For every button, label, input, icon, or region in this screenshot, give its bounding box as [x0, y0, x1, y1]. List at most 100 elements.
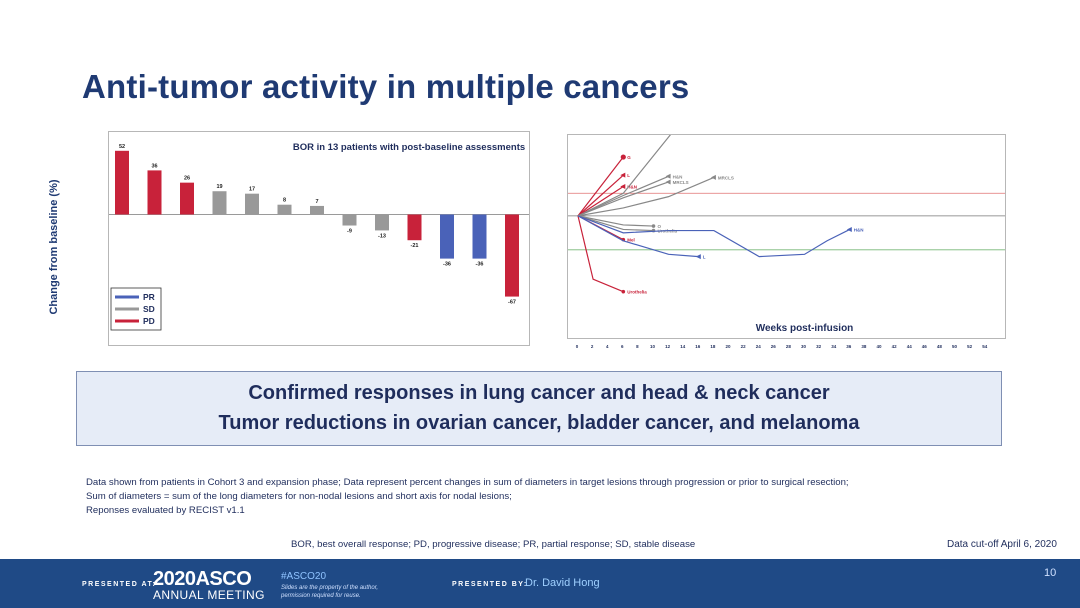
x-tick-label: 28 [786, 344, 792, 349]
series-marker [620, 172, 626, 178]
x-tick-label: 40 [876, 344, 882, 349]
waterfall-bar [277, 204, 292, 215]
x-tick-label: 12 [665, 344, 671, 349]
footnote-line-1: Data shown from patients in Cohort 3 and… [86, 477, 849, 488]
x-tick-label: 46 [922, 344, 928, 349]
legend-label: PD [143, 316, 155, 326]
series-marker [846, 226, 852, 232]
spider-x-axis-title: Weeks post-infusion [756, 323, 854, 334]
bar-data-label: -21 [411, 243, 419, 249]
waterfall-bar [245, 193, 259, 215]
bar-data-label: 36 [151, 163, 157, 169]
bar-data-label: 52 [119, 144, 125, 150]
x-tick-label: 24 [756, 344, 762, 349]
series-marker [665, 173, 671, 179]
page-number: 10 [1044, 567, 1057, 579]
legend-label: SD [143, 304, 155, 314]
x-tick-label: 0 [576, 344, 579, 349]
bar-data-label: -36 [443, 262, 451, 268]
bar-data-label: -67 [508, 300, 516, 306]
x-tick-label: 10 [650, 344, 656, 349]
waterfall-chart: 6040200-20-40-60-80-100523626191787-9-13… [95, 131, 530, 346]
waterfall-bar [375, 214, 389, 231]
rights-line-1: Slides are the property of the author, [281, 585, 379, 591]
waterfall-bar [440, 214, 454, 259]
series-line [577, 215, 654, 227]
x-tick-label: 42 [892, 344, 898, 349]
footer-bar: PRESENTED AT: 2020ASCO ANNUAL MEETING #A… [0, 559, 1080, 608]
x-tick-label: 44 [907, 344, 913, 349]
spider-plot-svg: 6040200-20-40-60-80-100GLH&NUrotheliaMel… [556, 126, 1005, 334]
spider-plot: 6040200-20-40-60-80-100GLH&NUrotheliaMel… [556, 126, 1006, 339]
x-tick-label: 6 [621, 344, 624, 349]
waterfall-bar [310, 205, 324, 215]
waterfall-bar [342, 214, 357, 226]
presenter-name: Dr. David Hong [525, 577, 600, 589]
x-tick-label: 16 [695, 344, 701, 349]
series-label: MRCLS [673, 180, 689, 185]
series-marker [695, 254, 701, 260]
x-tick-label: 4 [606, 344, 609, 349]
rights-notice: Slides are the property of the author, p… [281, 584, 411, 600]
series-line [577, 215, 851, 258]
waterfall-y-axis-label: Change from baseline (%) [48, 179, 60, 315]
waterfall-bar [407, 214, 422, 241]
presented-by-label: PRESENTED BY: [452, 581, 528, 588]
series-line [577, 185, 624, 217]
x-tick-label: 30 [801, 344, 807, 349]
x-tick-label: 36 [846, 344, 852, 349]
waterfall-bar [472, 214, 487, 259]
x-tick-label: 20 [725, 344, 731, 349]
series-line [577, 174, 624, 217]
slide-title: Anti-tumor activity in multiple cancers [82, 68, 690, 105]
bar-data-label: 8 [283, 198, 286, 204]
callout-line-2: Tumor reductions in ovarian cancer, blad… [218, 412, 860, 434]
bar-data-label: -36 [476, 262, 484, 268]
series-line [577, 176, 715, 217]
bar-data-label: 7 [315, 199, 318, 205]
bar-data-label: -9 [347, 229, 352, 235]
series-marker [620, 154, 626, 160]
x-tick-label: 52 [967, 344, 973, 349]
rights-line-2: permission required for reuse. [281, 593, 361, 599]
series-label: L [627, 173, 630, 178]
series-label: O [658, 224, 662, 229]
series-label: MRCLS [718, 175, 734, 180]
series-line [577, 156, 624, 217]
asco-logo: 2020ASCO [153, 568, 252, 590]
series-marker [620, 183, 626, 189]
series-marker [621, 289, 626, 294]
series-label: G [627, 155, 631, 160]
x-tick-label: 50 [952, 344, 958, 349]
x-tick-label: 48 [937, 344, 943, 349]
series-marker [651, 224, 656, 228]
series-label: H&N [627, 184, 637, 189]
series-line [577, 181, 669, 217]
x-tick-label: 34 [831, 344, 837, 349]
data-cutoff: Data cut-off April 6, 2020 [947, 539, 1057, 550]
waterfall-bar [505, 214, 519, 297]
series-label: Mel [627, 238, 635, 243]
x-tick-label: 38 [861, 344, 867, 349]
hashtag: #ASCO20 [281, 571, 327, 582]
series-label: H&N [673, 174, 683, 179]
waterfall-legend: PR SD PD [110, 287, 162, 331]
x-tick-label: 8 [636, 344, 639, 349]
series-line [577, 175, 669, 217]
spider-plot-x-axis: 0 2 4 6 8 10 12 14 16 18 20 22 24 26 28 30 32 34 36 38 40 42 4… [576, 344, 988, 349]
bar-data-label: 19 [216, 184, 222, 190]
asco-logo-subtitle: ANNUAL MEETING [153, 588, 265, 602]
series-marker [710, 174, 716, 180]
footnote-line-2: Sum of diameters = sum of the long diame… [86, 491, 512, 502]
x-tick-label: 2 [591, 344, 594, 349]
x-tick-label: 14 [680, 344, 686, 349]
series-label: L [703, 255, 706, 260]
x-tick-label: 32 [816, 344, 822, 349]
waterfall-title: BOR in 13 patients with post-baseline as… [293, 142, 525, 153]
bar-data-label: 17 [249, 187, 255, 193]
waterfall-bar [115, 150, 129, 215]
series-label: H&N [854, 227, 864, 232]
legend-label: PR [143, 292, 155, 302]
waterfall-bar [180, 182, 194, 215]
waterfall-bar [147, 170, 162, 215]
